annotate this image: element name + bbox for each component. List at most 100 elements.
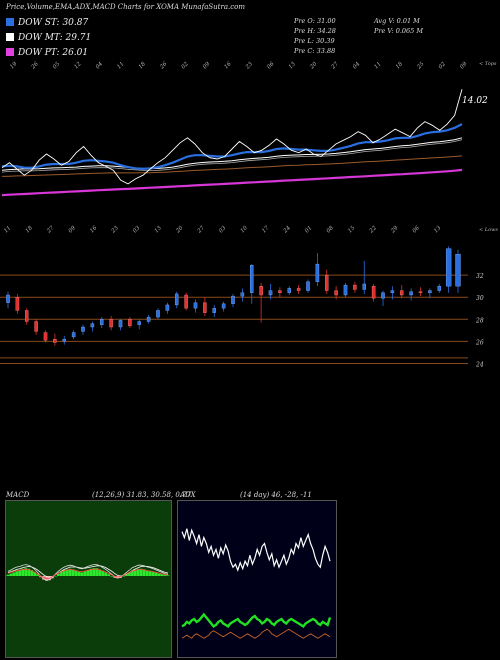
candle-body [6,294,10,303]
macd-chart [6,564,170,581]
macd-histogram-bar [157,573,161,576]
bottom-date-label: 20 [174,225,184,235]
macd-histogram-bar [54,576,57,577]
ema-mid-line [1,137,463,171]
candle-body [315,263,320,282]
adx-chart [181,528,332,639]
macd-histogram-bar [92,568,96,576]
adx-values: (14 day) 46, -28, -11 [240,491,312,499]
candle-body [137,321,141,325]
macd-histogram-bar [122,576,125,577]
ema-mid-line-2 [1,139,463,173]
candle-body [193,302,198,309]
candle-body [353,284,357,290]
macd-histogram-bar [6,574,10,576]
top-date-label: 11 [373,61,382,70]
candle-body [418,291,423,293]
bottom-date-label: 09 [68,225,78,235]
candle-body [34,321,38,332]
ema-fast-line [1,123,463,171]
candle-body [165,304,170,311]
candle-body [390,290,395,293]
bottom-date-label: 24 [282,225,292,235]
legend-dow-mt: DOW MT: 29.71 [6,33,91,43]
top-date-label: 04 [352,61,362,71]
macd-red-line [7,568,169,579]
top-date-label: 12 [73,61,83,71]
candle-body [15,297,20,311]
macd-histogram-bar [65,569,69,576]
price-line [1,89,463,185]
macd-histogram-bar [110,576,114,577]
candle-body [118,320,123,328]
stat-pre-volume: Pre V: 0.065 M [374,27,424,35]
candle-body [240,292,245,297]
top-date-label: 02 [181,61,191,71]
macd-histogram-bar [125,574,128,576]
top-date-label: 13 [288,61,298,71]
macd-histogram-bar [21,568,25,576]
macd-histogram-bar [107,574,111,576]
top-date-label: 09 [459,61,469,71]
top-date-label: 18 [395,61,405,71]
bottom-date-label: 16 [89,225,99,235]
candle-body [231,295,235,304]
macd-histogram-bar [151,571,155,576]
macd-histogram-bar [68,568,72,576]
y-tick-label: 30 [476,295,484,302]
macd-histogram-bar [134,569,137,576]
candle-body [362,283,366,290]
candle-body [259,286,263,296]
macd-histogram-bar [160,574,164,576]
macd-signal-line [7,565,169,578]
legend-swatch-pt [6,48,14,56]
macd-histogram-bar [128,572,131,576]
macd-histogram-bar [74,570,78,576]
candle-body [287,288,291,293]
macd-histogram-bar [86,570,90,576]
macd-histogram-bar [15,571,19,576]
macd-histogram-bar [59,571,63,576]
macd-histogram-bar [166,575,170,576]
last-price-label: 14.02 [462,96,488,106]
macd-histogram-bar [104,572,108,576]
adx-di-plus-line [181,612,332,628]
price-ema-chart: 19 26 05 12 04 11 18 26 02 09 16 23 06 13 20 27 04 11 18 25… [1,61,498,235]
candle-body [278,290,282,293]
macd-histogram-bar [142,569,146,576]
bottom-date-label: 15 [347,225,357,235]
legend-swatch-mt [6,33,14,41]
macd-histogram-bar [101,570,105,576]
candle-body [296,288,301,291]
ema-long-line [1,168,463,197]
bottom-date-label: 29 [389,225,399,235]
candle-body [409,291,413,296]
top-date-label: 26 [158,61,168,71]
macd-histogram-bar [139,568,143,576]
candle-body [184,294,188,309]
candle-body [71,332,76,338]
top-date-label: 09 [202,61,212,71]
bottom-date-label: 11 [3,225,12,234]
candlestick-chart: 32 30 28 26 24 [0,246,484,368]
y-tick-label: 26 [475,339,484,346]
macd-histogram-bar [145,570,149,576]
candle-body [53,339,57,343]
bottom-date-label: 13 [433,225,443,235]
macd-label: MACD [6,491,30,499]
top-date-label: 20 [308,61,318,71]
macd-histogram-bar [83,571,87,576]
bottom-date-label: 08 [326,225,336,235]
macd-histogram-bar [163,574,167,576]
bottom-date-label: 10 [240,225,250,235]
macd-histogram-bar [62,570,66,576]
top-date-label: 27 [330,61,340,71]
bottom-date-label: 01 [304,225,313,234]
macd-histogram-bar [80,572,84,576]
macd-histogram-bar [39,576,42,578]
candle-body [445,248,452,287]
macd-histogram-bar [56,573,60,576]
candle-body [343,284,348,296]
macd-histogram-bar [9,573,13,576]
candle-body [437,286,441,291]
